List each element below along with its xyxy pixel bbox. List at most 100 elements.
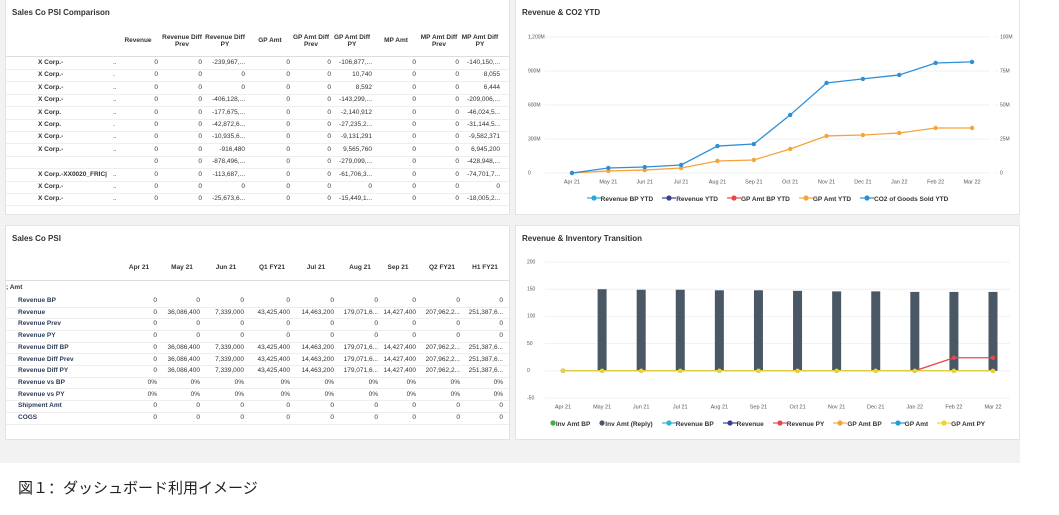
x-tick-label: Nov 21 (828, 404, 845, 410)
cell: 0% (324, 390, 334, 398)
legend-marker (661, 420, 676, 426)
cell: 0 (327, 108, 331, 116)
row-label: X Corp.- (38, 133, 64, 141)
y-tick-label: 100 (527, 314, 536, 320)
cell: 0 (412, 96, 416, 104)
cell: 0 (153, 355, 157, 363)
data-point (951, 368, 957, 373)
row-label: X Corp. (38, 121, 62, 128)
cell: 0 (412, 71, 416, 79)
column-header: Jul 21 (306, 264, 326, 271)
cell: -2,140,912 (340, 108, 372, 116)
cell: 0 (499, 297, 503, 304)
data-point (990, 368, 996, 373)
cell: 0% (406, 378, 416, 386)
cell: 0 (455, 59, 459, 66)
x-tick-label: Apr 21 (564, 179, 580, 185)
bar (793, 290, 803, 371)
cell: 0 (198, 183, 202, 190)
cell: -27,235,2... (339, 121, 372, 128)
legend-marker (772, 420, 787, 426)
cell: 0 (154, 83, 158, 91)
cell: 0 (412, 297, 416, 304)
legend-dot (599, 420, 605, 426)
cell: 0 (412, 170, 416, 178)
legend-label: CO2 of Goods Sold YTD (874, 196, 949, 203)
cell: 43,425,400 (257, 343, 290, 351)
cell: 0 (456, 414, 460, 421)
row-label: X Corp.- (38, 183, 64, 190)
row-label: Revenue Diff Prev (18, 355, 74, 363)
row-rule (6, 118, 509, 120)
legend-marker (662, 195, 677, 201)
cell: 0 (455, 133, 459, 141)
legend-item: Revenue PY (772, 420, 824, 428)
data-point (751, 157, 757, 163)
x-tick-label: Mar 22 (963, 179, 980, 185)
cell: 0 (412, 59, 416, 66)
x-tick-label: Jun 21 (636, 179, 653, 185)
cell: -10,935,6... (212, 133, 245, 141)
cell: 0 (286, 121, 290, 128)
legend-marker (860, 195, 875, 201)
cell: 179,071,6... (343, 355, 378, 363)
panel (5, 0, 510, 215)
y-tick-label: 200 (527, 259, 536, 265)
cell: 8,055 (483, 71, 500, 79)
cell: -9,131,291 (340, 133, 372, 141)
row-label: Revenue Diff BP (18, 343, 69, 351)
cell: -46,024,5... (467, 108, 500, 116)
bar (910, 291, 920, 371)
cell: -239,967,... (212, 59, 245, 66)
series-line (571, 127, 972, 174)
cell: 0 (198, 158, 202, 166)
bar (988, 291, 998, 371)
legend-dot (895, 420, 901, 426)
row-label: X Corp.- (38, 145, 64, 153)
cell: 0 (196, 332, 200, 340)
cell: 0 (455, 121, 459, 128)
cell: 251,387,6... (468, 355, 503, 363)
data-point (717, 368, 722, 373)
legend-item: Inv Amt BP (550, 420, 590, 428)
legend-marker (550, 420, 556, 426)
row-rule (6, 143, 509, 145)
cell: 0 (455, 83, 459, 91)
data-point (787, 146, 793, 152)
cell: 0 (327, 158, 331, 166)
x-tick-label: Jun 21 (633, 404, 650, 410)
cell: 0 (286, 414, 290, 421)
data-point (756, 368, 761, 373)
row-sub: .. (113, 183, 117, 190)
column-header: Jun 21 (215, 264, 237, 271)
legend-label: GP Amt (904, 421, 929, 428)
bar (871, 291, 881, 371)
header-rule (6, 280, 509, 281)
column-header: Q2 FY21 (428, 264, 455, 271)
cell: 0 (153, 367, 157, 375)
cell: -113,687,... (212, 170, 245, 178)
cell: 0 (198, 108, 202, 116)
cell: 0 (198, 96, 202, 104)
row-rule (6, 423, 509, 425)
x-tick-label: Sep 21 (745, 179, 762, 185)
y2-tick-label: 50M (1000, 102, 1010, 108)
x-tick-label: Jul 21 (673, 404, 688, 410)
data-point (912, 368, 918, 373)
column-header: MP Amt Diff Prev (420, 33, 458, 49)
legend-label: Revenue BP (675, 421, 714, 428)
cell: 0 (198, 121, 202, 128)
x-tick-label: Aug 21 (711, 404, 728, 410)
cell: 43,425,400 (257, 355, 290, 363)
data-point (560, 368, 566, 373)
row-label: Revenue PY (18, 332, 56, 340)
x-tick-label: Oct 21 (782, 179, 798, 185)
cell: 0 (198, 145, 202, 153)
legend-label: GP Amt BP YTD (740, 196, 790, 203)
legend-marker (586, 195, 601, 201)
cell: 0 (241, 83, 245, 91)
row-sub: . (113, 71, 115, 79)
cell: 0 (412, 195, 416, 203)
row-rule (6, 318, 509, 320)
cell: 0 (240, 414, 244, 421)
